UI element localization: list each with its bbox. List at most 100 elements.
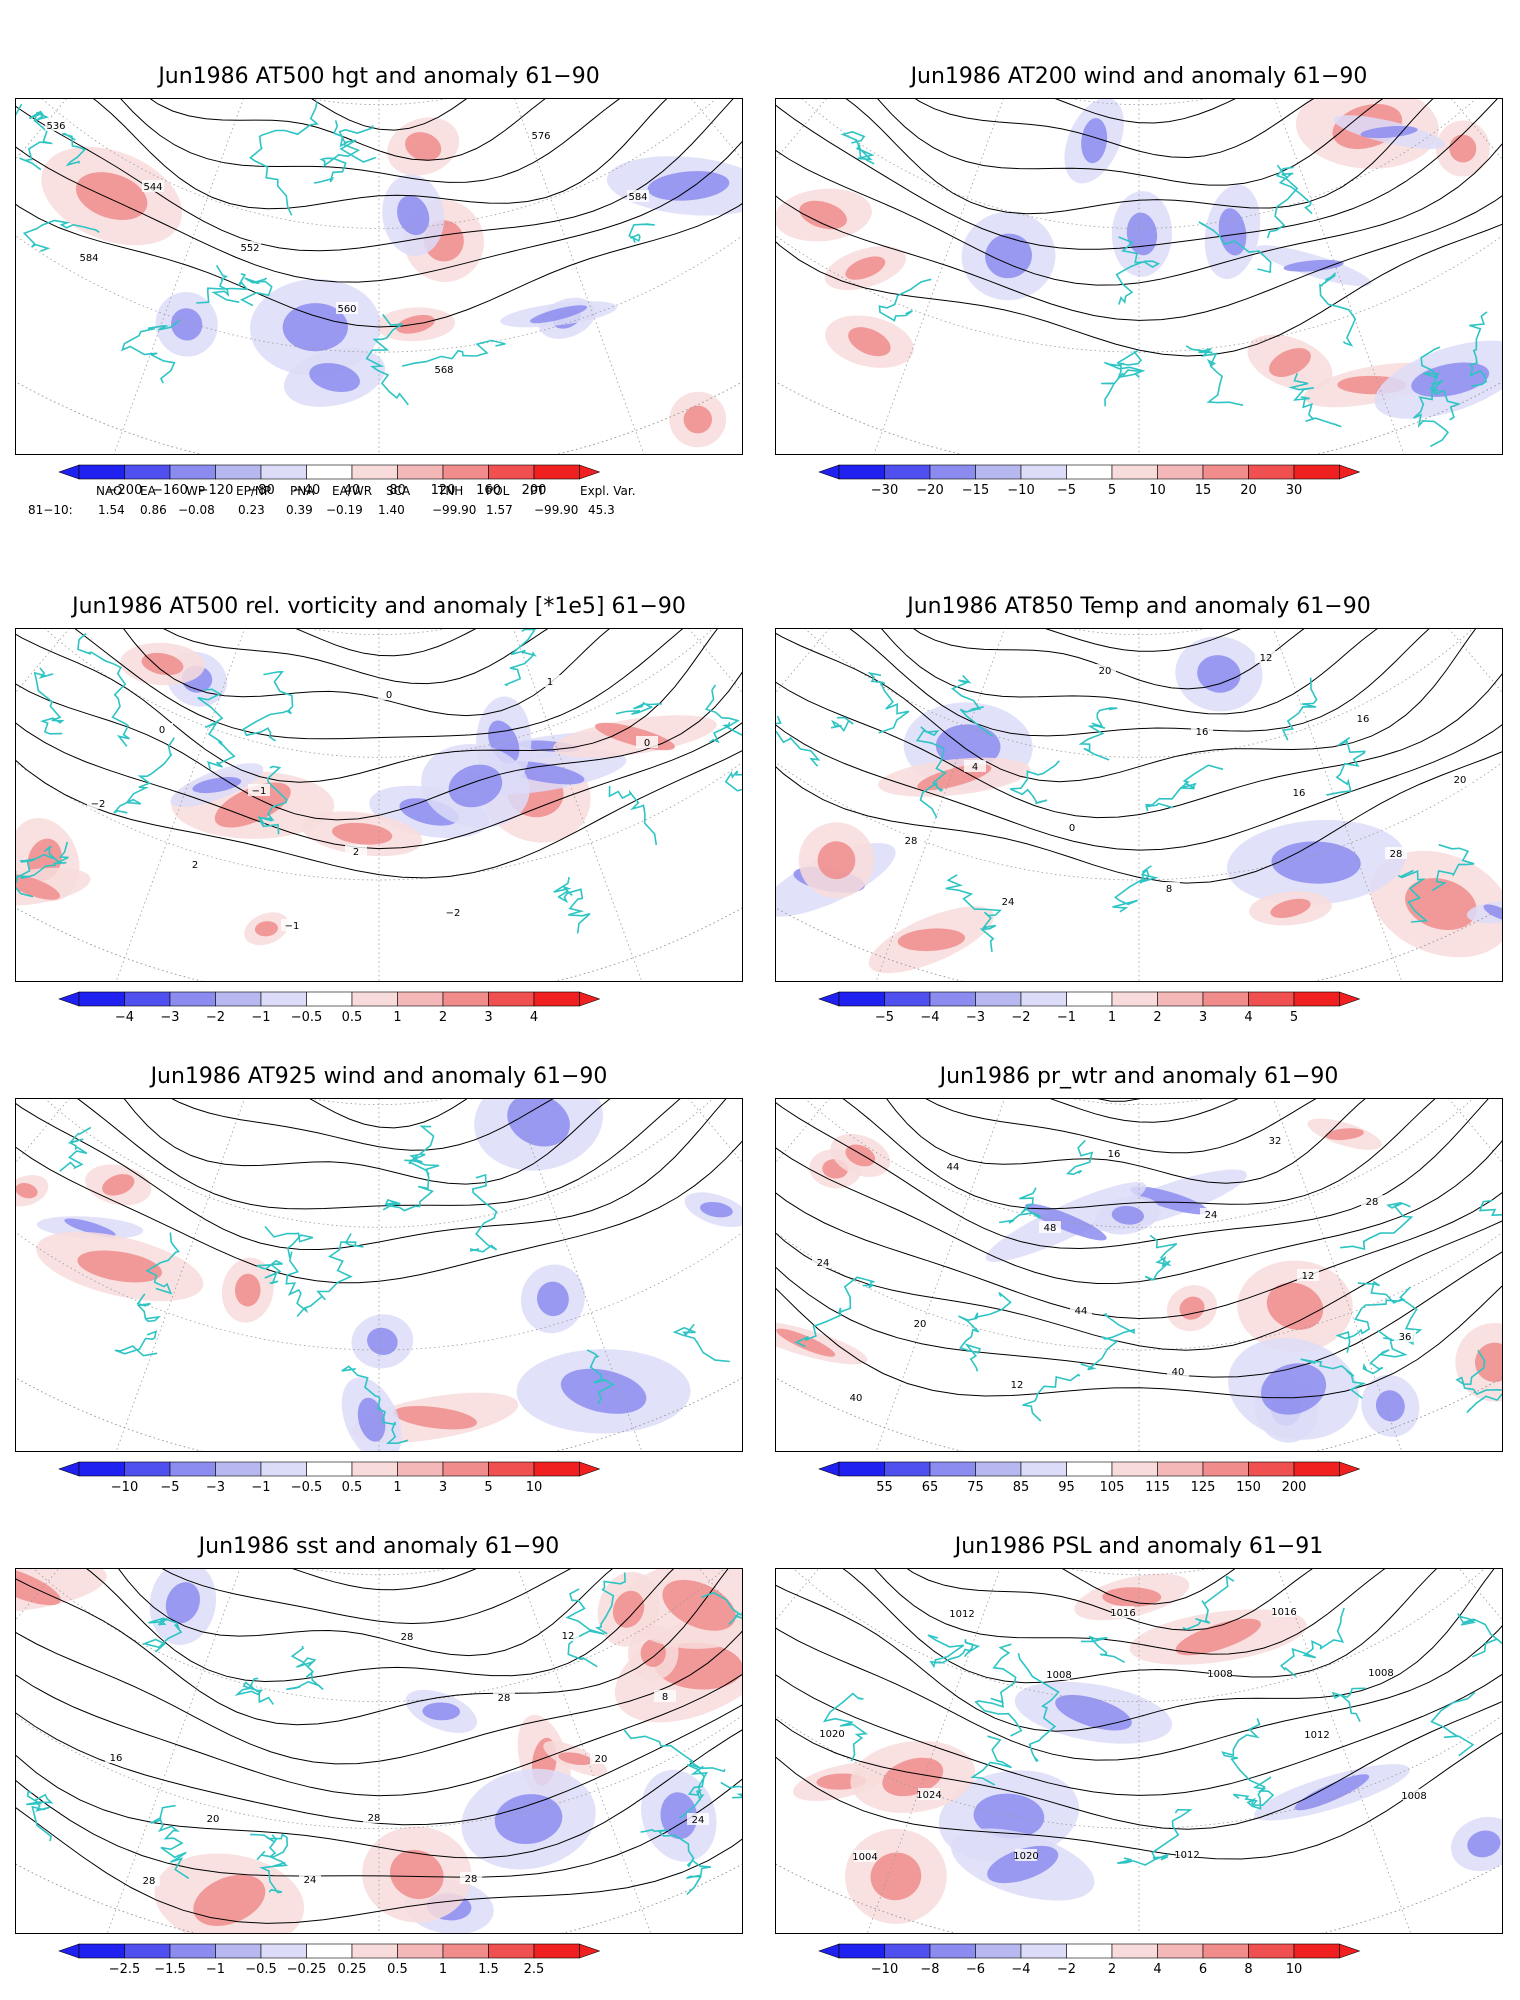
contour-line <box>845 99 1434 215</box>
coastline <box>286 1645 324 1691</box>
contour-label-bg <box>1394 1330 1416 1342</box>
anomaly-core <box>973 1793 1045 1839</box>
colorbar-segment <box>929 1943 976 1959</box>
anomaly-core <box>560 1368 647 1414</box>
contour-label-bg <box>45 119 67 131</box>
contour-label: 20 <box>914 1319 927 1330</box>
contour-label-bg <box>918 1788 940 1800</box>
anomaly-core <box>662 1579 736 1631</box>
contour-line <box>915 99 1314 159</box>
contour-label: 16 <box>1357 714 1370 725</box>
colorbar-segment <box>1066 1461 1113 1477</box>
colorbar-segment <box>260 1461 307 1477</box>
anomaly-core <box>612 1590 645 1628</box>
contour-label: 552 <box>240 243 259 254</box>
contour-label: −2 <box>446 908 461 919</box>
contour-line <box>16 629 718 783</box>
contour-label-bg <box>1288 786 1310 798</box>
tele-value: −99.90 <box>432 503 477 517</box>
colorbar-arrow-right <box>1339 1461 1361 1477</box>
contour-line <box>161 1569 571 1625</box>
colorbar-segment <box>1248 464 1295 480</box>
contour-label: 560 <box>337 304 356 315</box>
colorbar-segment <box>533 1943 580 1959</box>
contour-line <box>1049 1099 1239 1123</box>
map-frame: 0 −1 2 −2 1 0 −2 2 −1 0 <box>15 628 743 982</box>
coastline <box>1281 677 1318 741</box>
contour-line <box>16 1630 742 1765</box>
colorbar-tick-label: −2.5 <box>109 1962 141 1977</box>
contour-line <box>877 99 1384 186</box>
colorbar-tick-label: 8 <box>1244 1962 1252 1977</box>
contour-label: 1020 <box>819 1729 844 1740</box>
anomaly-core <box>1483 904 1502 921</box>
colorbar-tick-label: −1 <box>251 1480 270 1495</box>
colorbar-segment <box>533 991 580 1007</box>
anomaly-core <box>1375 1390 1405 1422</box>
meridian-line <box>1274 99 1405 454</box>
tele-header: EA/WR <box>332 484 373 498</box>
colorbar-tick-label: 2 <box>439 1010 447 1025</box>
colorbar-svg: −30 −20 −15 −10 −5 5 10 15 20 30 <box>818 464 1361 498</box>
anomaly-core <box>530 305 588 324</box>
colorbar-tick-label: −1.5 <box>154 1962 186 1977</box>
anomaly-core <box>870 1852 922 1901</box>
anomaly-core <box>16 873 61 900</box>
panel-title: Jun1986 AT925 wind and anomaly 61−90 <box>150 1064 608 1089</box>
coastline <box>586 1349 615 1405</box>
coastline <box>1266 166 1299 239</box>
colorbar-svg: 55 65 75 85 95 105 115 125 150 200 <box>818 1461 1361 1495</box>
contour-line <box>163 629 549 685</box>
anomaly-core <box>389 1849 444 1900</box>
contour-label-bg <box>1297 1269 1319 1281</box>
colorbar-segment <box>975 1943 1022 1959</box>
coastline <box>945 874 1002 953</box>
contour-label: 12 <box>562 1631 575 1642</box>
anomaly-core <box>1111 1205 1145 1225</box>
colorbar-segment <box>1111 464 1158 480</box>
colorbar-tick-label: 2.5 <box>524 1962 545 1977</box>
colorbar-tick-label: 20 <box>1240 483 1257 498</box>
contour-line <box>776 1673 1502 1796</box>
coastline <box>249 101 320 216</box>
colorbar-tick-label: 10 <box>1286 1962 1303 1977</box>
contour-label-bg <box>396 1630 418 1642</box>
contour-label: 20 <box>595 1754 608 1765</box>
coastline <box>296 1233 364 1318</box>
anomaly-core <box>1325 1128 1364 1141</box>
panel-wind925: Jun1986 AT925 wind and anomaly 61−90 −10… <box>15 1060 743 1500</box>
coastline <box>1457 1613 1502 1658</box>
colorbar-segment <box>306 464 353 480</box>
tele-value: 45.3 <box>588 503 615 517</box>
panel-prwtr: Jun1986 pr_wtr and anomaly 61−90 44 40 32 2… <box>775 1060 1503 1500</box>
contour-label-bg <box>997 895 1019 907</box>
contour-label-bg <box>239 241 261 253</box>
colorbar-segment <box>884 464 931 480</box>
contour-label-bg <box>1385 847 1407 859</box>
anomaly-core <box>494 1794 563 1845</box>
coastline <box>794 1276 875 1348</box>
contour-label-bg <box>1015 1849 1037 1861</box>
colorbar-tick-label: 95 <box>1058 1480 1075 1495</box>
colorbar: −4 −3 −2 −1 −0.5 0.5 1 2 3 4 <box>58 990 699 1026</box>
contour-line <box>776 1251 1502 1378</box>
contour-label-bg <box>442 906 464 918</box>
colorbar-tick-label: 3 <box>439 1480 447 1495</box>
coastline <box>338 125 377 163</box>
tele-header: SCA <box>386 484 411 498</box>
colorbar-arrow-right <box>579 991 601 1007</box>
colorbar: −10 −5 −3 −1 −0.5 0.5 1 3 5 10 <box>58 1460 699 1496</box>
contour-line <box>16 1729 742 1859</box>
anomaly-shading <box>776 1320 868 1365</box>
meridian-line <box>873 99 1004 454</box>
colorbar-segment <box>169 1943 216 1959</box>
colorbar-segment <box>488 991 535 1007</box>
colorbar-segment <box>1066 464 1113 480</box>
colorbar-segment <box>929 1461 976 1477</box>
coastline <box>341 1365 409 1444</box>
coastline <box>1430 1691 1476 1757</box>
colorbar-svg: −200 −160 −120 −80 −40 40 80 120 160 200 <box>58 464 601 498</box>
colorbar-arrow-right <box>579 464 601 480</box>
anomaly-core <box>1130 1186 1209 1215</box>
contour-line <box>16 141 742 283</box>
